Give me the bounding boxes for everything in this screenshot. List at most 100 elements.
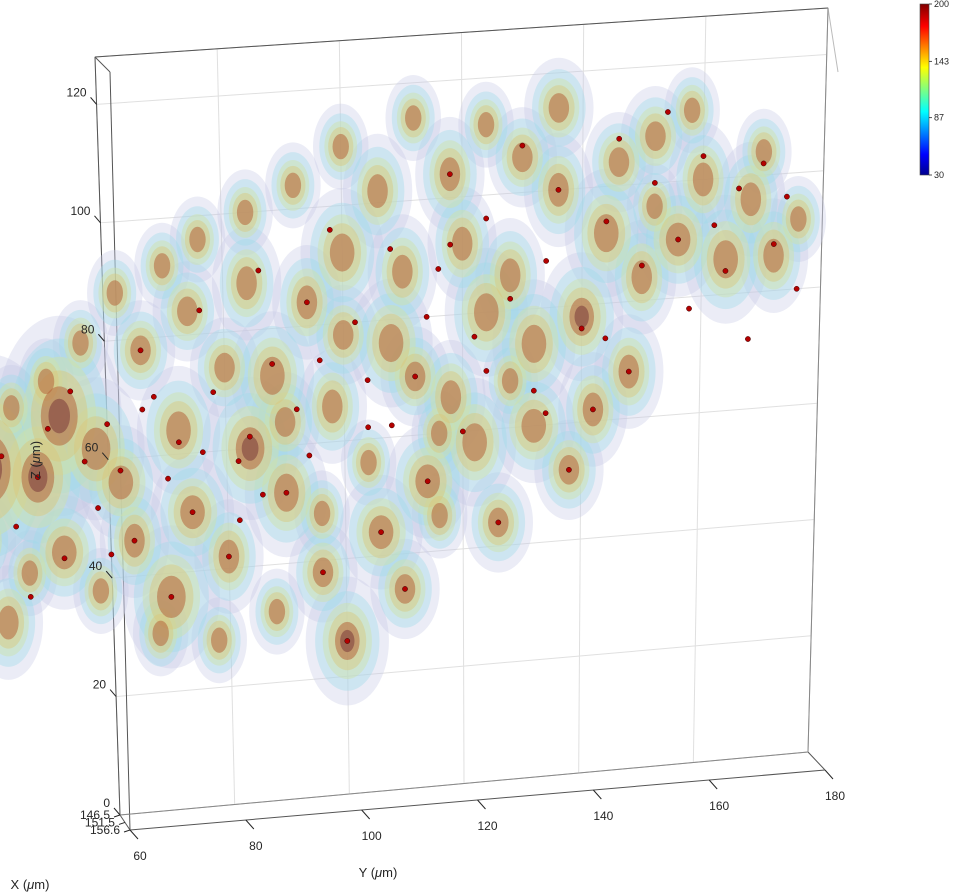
isosurface-blob: [367, 174, 388, 209]
centroid-point: [137, 347, 144, 354]
y-axis: 60 80 100 120 140 160 180: [129, 769, 845, 863]
isosurface-blob: [608, 147, 630, 177]
centroid-point: [542, 410, 549, 417]
centroid-point: [447, 171, 453, 178]
centroid-point: [519, 142, 526, 149]
centroid-point: [0, 453, 5, 460]
isosurface-blob: [499, 258, 521, 293]
y-tick-mark: [361, 809, 371, 820]
box-edge: [807, 751, 826, 771]
centroid-point: [590, 406, 596, 413]
isosurface-blob: [322, 389, 343, 424]
centroid-point: [13, 523, 20, 530]
isosurface-blob: [631, 260, 652, 295]
centroid-point: [616, 135, 623, 142]
z-axis-label: Z (μm): [28, 441, 43, 479]
centroid-point: [237, 517, 243, 524]
centroid-point: [283, 489, 290, 496]
centroid-point: [700, 153, 707, 159]
centroid-point: [150, 393, 157, 400]
box-edge: [94, 56, 121, 816]
box-edge: [109, 71, 131, 831]
centroid-point: [388, 422, 395, 429]
centroid-point: [247, 433, 253, 440]
centroid-point: [402, 586, 408, 592]
isosurface-blob: [740, 182, 762, 217]
isosurface-blob: [0, 364, 40, 451]
centroid-point: [95, 505, 101, 511]
grid-line-vertical: [461, 32, 465, 784]
colorbar-tick-label: 143: [934, 56, 949, 66]
centroid-point: [255, 267, 262, 274]
centroid-point: [686, 305, 692, 312]
centroid-point: [235, 458, 242, 464]
box-edge: [827, 7, 839, 73]
y-tick-mark: [477, 799, 486, 810]
centroid-point: [210, 389, 217, 396]
centroid-point: [316, 357, 323, 364]
centroid-point: [117, 467, 124, 474]
grid-line-horizontal: [104, 286, 821, 342]
centroid-point: [34, 474, 41, 481]
volume-isosurfaces: [0, 57, 827, 706]
centroid-point: [736, 185, 742, 192]
isosurface-blob: [152, 620, 169, 647]
colorbar-tick-label: 30: [934, 170, 944, 180]
isosurface-blob: [153, 253, 171, 279]
centroid-point: [495, 519, 502, 526]
centroid-point: [423, 313, 430, 320]
y-tick-mark: [129, 829, 139, 840]
centroid-point: [543, 258, 550, 264]
grid-line-vertical: [338, 40, 350, 795]
isosurface-blob: [713, 240, 738, 279]
isosurface-blob: [332, 133, 349, 160]
isosurface-blob: [177, 296, 198, 327]
z-tick-mark: [109, 689, 117, 697]
centroid-point: [44, 425, 51, 432]
isosurface-blob: [378, 324, 404, 363]
centroid-point: [722, 268, 729, 274]
isosurface-blob: [37, 368, 55, 395]
centroid-point: [364, 377, 371, 384]
x-axis-label: X (μm): [11, 877, 50, 892]
centroid-point: [745, 336, 751, 342]
centroid-point: [483, 215, 490, 222]
centroid-point: [306, 452, 313, 459]
isosurface-blob: [106, 280, 123, 306]
centroid-point: [131, 537, 138, 544]
z-tick-label: 80: [81, 322, 95, 336]
isosurface-blob: [574, 305, 589, 328]
box-edge: [119, 814, 131, 831]
z-tick-label: 100: [70, 204, 90, 218]
isosurface-blob: [763, 238, 784, 273]
centroid-point: [81, 458, 88, 465]
centroid-point: [165, 475, 171, 482]
z-tick-label: 60: [85, 441, 99, 455]
centroid-markers: [0, 109, 800, 644]
colorbar: 200 143 87 30: [919, 0, 949, 180]
isosurface-blob: [268, 598, 286, 625]
centroid-point: [675, 236, 681, 243]
y-tick-mark: [824, 769, 834, 780]
x-tick-mark: [113, 814, 121, 818]
y-tick-label: 120: [477, 819, 497, 833]
colorbar-tick-label: 87: [934, 113, 944, 123]
centroid-point: [61, 555, 68, 562]
isosurface-blob: [683, 97, 701, 124]
centroid-point: [378, 529, 384, 535]
isosurface-blob: [645, 121, 666, 152]
z-tick-mark: [94, 215, 101, 224]
isosurface-blob: [646, 193, 663, 219]
y-tick-mark: [708, 779, 718, 790]
isosurface-blob: [0, 499, 17, 584]
centroid-point: [412, 373, 418, 380]
isosurface-blob: [521, 324, 547, 363]
x-tick-label: 151.5: [85, 815, 115, 829]
isosurface-blob: [405, 105, 422, 131]
isosurface-blob: [692, 162, 714, 197]
z-tick-label: 40: [89, 559, 103, 573]
y-tick-label: 100: [362, 829, 382, 843]
isosurface-blob: [3, 395, 20, 421]
y-tick-label: 180: [825, 789, 845, 803]
